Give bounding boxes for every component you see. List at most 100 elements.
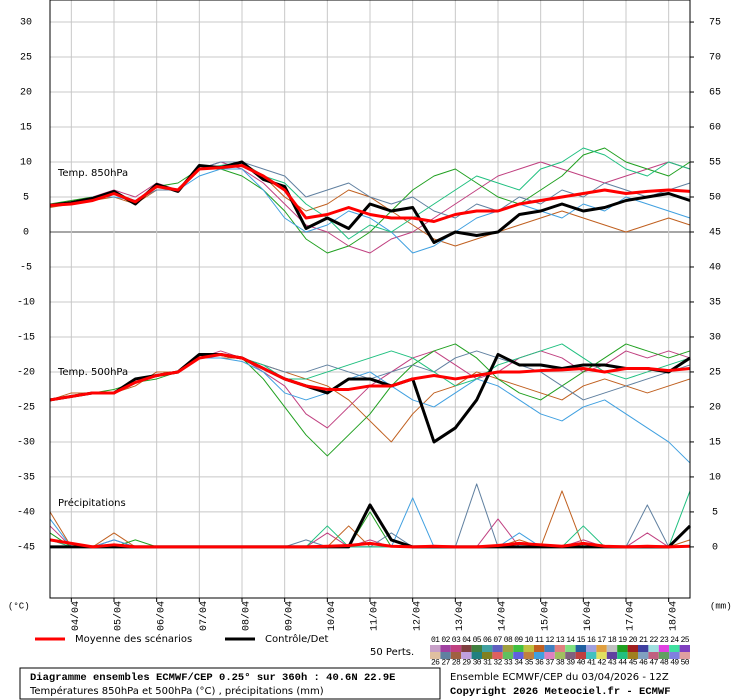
perturbation-label: 37 (545, 659, 554, 668)
y2-tick-label: 60 (709, 123, 721, 134)
perturbation-swatch (430, 645, 441, 652)
perturbation-label: 23 (660, 636, 669, 645)
perturbation-swatch (482, 652, 493, 659)
legend-label: Moyenne des scénarios (75, 633, 192, 645)
perturbation-swatch (523, 652, 534, 659)
y2-tick-label: 25 (709, 368, 721, 379)
perturbation-label: 32 (493, 659, 502, 668)
y-tick-label: -40 (17, 508, 35, 519)
y2-tick-label: 15 (709, 438, 721, 449)
x-tick-label: 13/04 (454, 601, 466, 631)
y-tick-label: 25 (20, 53, 32, 64)
perturbation-label: 11 (535, 636, 544, 645)
x-tick-label: 05/04 (113, 601, 125, 631)
y2-tick-label: 65 (709, 88, 721, 99)
mean-line (49, 352, 691, 402)
perturbation-label: 18 (608, 636, 617, 645)
y-tick-label: 20 (20, 88, 32, 99)
y2-tick-label: 20 (709, 403, 721, 414)
perturbation-line (49, 161, 691, 219)
y2-tick-label: 45 (709, 228, 721, 239)
perturbation-swatch (606, 645, 618, 652)
perturbation-label: 25 (681, 636, 690, 645)
perturbation-label: 43 (608, 659, 617, 668)
perturbation-label: 27 (441, 659, 450, 668)
y2-tick-label: 10 (709, 473, 721, 484)
perturbation-swatch (606, 652, 618, 659)
perturbation-label: 02 (441, 636, 450, 645)
perturbation-swatch (565, 645, 576, 652)
perturbation-label: 22 (649, 636, 658, 645)
control-line (49, 160, 691, 244)
y2-tick-label: 50 (709, 193, 721, 204)
perturbation-swatch (450, 652, 462, 659)
perturbation-swatch (627, 652, 638, 659)
y-tick-label: 30 (20, 18, 32, 29)
mean-line (49, 538, 691, 549)
perturbation-swatch (534, 645, 545, 652)
x-tick-label: 08/04 (241, 601, 253, 631)
footer-subtitle: Températures 850hPa et 500hPa (°C) , pré… (29, 685, 324, 697)
perturbation-label: 49 (670, 659, 679, 668)
perturbation-label: 12 (545, 636, 554, 645)
y2-tick-label: 5 (712, 508, 718, 519)
perturbation-label: 03 (452, 636, 461, 645)
y-tick-label: 0 (23, 228, 29, 239)
y-axis-unit: (°C) (8, 601, 30, 611)
perturbation-label: 17 (597, 636, 606, 645)
x-tick-label: 16/04 (582, 601, 594, 631)
legend-title: 50 Perts. (370, 647, 414, 658)
x-tick-label: 17/04 (625, 601, 637, 631)
perturbation-label: 34 (514, 659, 523, 668)
perturbation-label: 46 (639, 659, 648, 668)
perturbation-label: 36 (535, 659, 544, 668)
perturbation-swatch (502, 652, 514, 659)
perturbation-label: 40 (577, 659, 586, 668)
perturbation-swatch (638, 652, 649, 659)
perturbation-swatch (648, 645, 659, 652)
perturbation-label: 08 (504, 636, 513, 645)
mean-line (49, 164, 691, 223)
x-tick-label: 09/04 (283, 601, 295, 631)
footer-title: Diagramme ensembles ECMWF/CEP 0.25° sur … (30, 672, 395, 684)
y2-axis-unit: (mm) (710, 601, 732, 611)
perturbation-swatch (658, 645, 670, 652)
perturbation-swatch (461, 645, 472, 652)
perturbation-swatch (461, 652, 472, 659)
y2-tick-label: 40 (709, 263, 721, 274)
perturbation-swatch (679, 652, 690, 659)
perturbation-swatch (617, 645, 628, 652)
y2-tick-label: 75 (709, 18, 721, 29)
perturbation-label: 04 (462, 636, 471, 645)
panel-title: Précipitations (58, 497, 126, 509)
perturbation-swatch (471, 652, 482, 659)
perturbation-swatch (669, 645, 680, 652)
y-tick-label: 15 (20, 123, 32, 134)
perturbation-label: 05 (473, 636, 482, 645)
perturbation-label: 26 (431, 659, 440, 668)
perturbation-label: 15 (577, 636, 586, 645)
perturbation-swatch (596, 652, 607, 659)
y-tick-label: -20 (17, 368, 35, 379)
perturbation-swatch (669, 652, 680, 659)
x-tick-label: 14/04 (497, 601, 509, 631)
x-tick-label: 11/04 (369, 601, 381, 631)
perturbation-swatch (575, 652, 586, 659)
perturbation-label: 28 (452, 659, 461, 668)
perturbation-label: 45 (629, 659, 638, 668)
perturbation-label: 39 (566, 659, 575, 668)
x-tick-label: 12/04 (411, 601, 423, 631)
perturbation-swatch (679, 645, 690, 652)
perturbation-label: 20 (629, 636, 638, 645)
perturbation-label: 29 (462, 659, 471, 668)
perturbation-swatch (586, 652, 597, 659)
perturbation-swatch (658, 652, 670, 659)
y2-tick-label: 35 (709, 298, 721, 309)
perturbation-label: 09 (514, 636, 523, 645)
perturbation-line (49, 343, 691, 457)
grid (50, 0, 690, 598)
x-tick-label: 10/04 (326, 601, 338, 631)
perturbation-swatch (523, 645, 534, 652)
perturbation-label: 42 (597, 659, 606, 668)
